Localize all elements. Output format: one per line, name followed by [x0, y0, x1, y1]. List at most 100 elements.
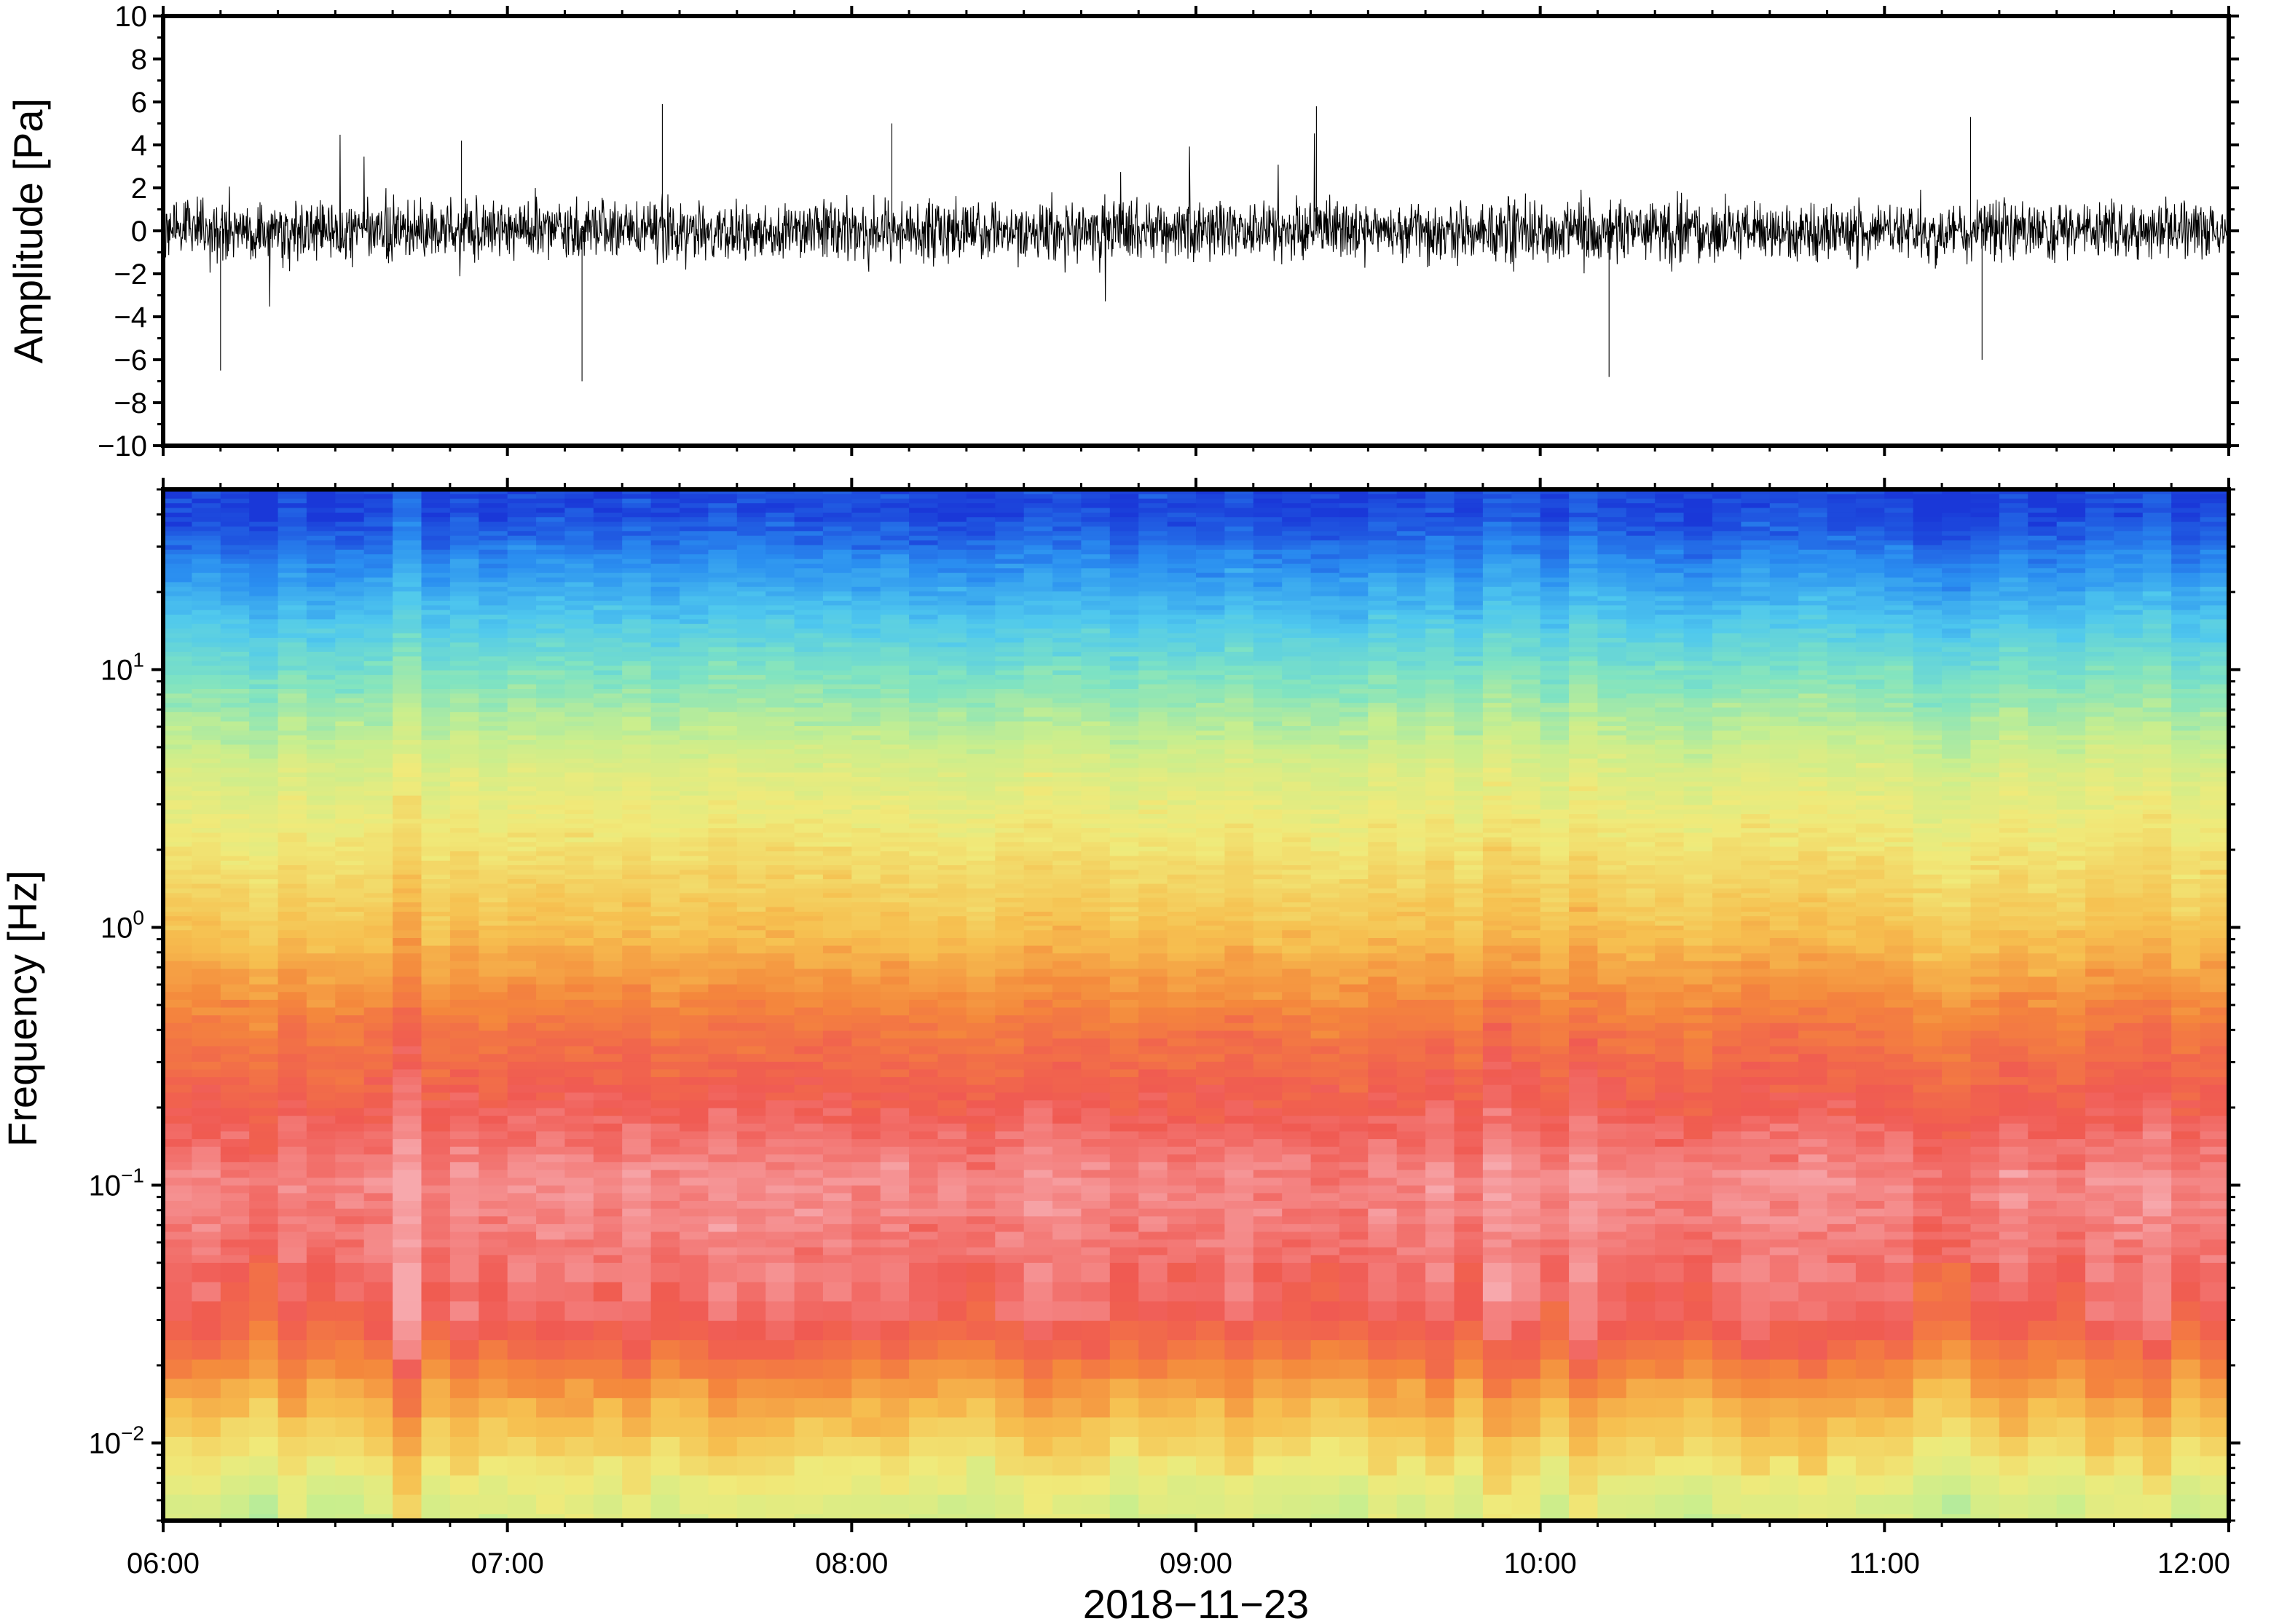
spectrogram-cell — [449, 832, 480, 838]
spectrogram-cell — [851, 953, 881, 962]
spectrogram-cell — [363, 586, 393, 592]
spectrogram-cell — [278, 600, 307, 607]
spectrogram-cell — [593, 568, 623, 574]
spectrogram-cell — [192, 926, 221, 931]
spectrogram-cell — [680, 596, 709, 602]
spectrogram-cell — [220, 527, 250, 532]
spectrogram-cell — [507, 1116, 537, 1124]
spectrogram-cell — [278, 893, 307, 899]
spectrogram-cell — [680, 628, 709, 634]
spectrogram-cell — [249, 1223, 279, 1233]
spectrogram-cell — [363, 623, 393, 629]
spectrogram-cell — [564, 1208, 594, 1218]
spectrogram-cell — [335, 1494, 365, 1515]
spectrogram-cell — [593, 800, 623, 806]
spectrogram-cell — [650, 758, 680, 764]
spectrogram-cell — [1023, 1193, 1053, 1202]
spectrogram-cell — [1052, 768, 1082, 773]
spectrogram-cell — [363, 628, 393, 634]
spectrogram-cell — [220, 1201, 250, 1210]
spectrogram-cell — [1023, 814, 1053, 820]
spectrogram-cell — [622, 1223, 652, 1233]
spectrogram-cell — [851, 545, 881, 551]
spectrogram-cell — [966, 828, 996, 834]
spectrogram-cell — [1023, 1146, 1053, 1156]
spectrogram-cell — [249, 656, 279, 662]
spectrogram-cell — [736, 628, 766, 634]
spectrogram-cell — [163, 600, 193, 607]
spectrogram-cell — [479, 754, 508, 760]
spectrogram-cell — [1023, 1201, 1053, 1210]
spectrogram-cell — [680, 564, 709, 569]
spectrogram-cell — [163, 578, 193, 583]
spectrogram-cell — [966, 749, 996, 754]
spectrogram-cell — [794, 564, 824, 569]
spectrogram-cell — [220, 1185, 250, 1194]
spectrogram-cell — [335, 945, 365, 954]
spectrogram-cell — [507, 911, 537, 918]
spectrogram-cell — [449, 564, 480, 569]
spectrogram-cell — [449, 1046, 480, 1055]
spectrogram-cell — [507, 605, 537, 611]
spectrogram-cell — [306, 730, 336, 736]
y-tick-label: 6 — [131, 87, 147, 119]
spectrogram-cell — [622, 762, 652, 769]
spectrogram-cell — [335, 961, 365, 970]
spectrogram-cell — [880, 1131, 910, 1140]
spectrogram-cell — [421, 586, 451, 592]
spectrogram-cell — [421, 1359, 451, 1380]
spectrogram-cell — [650, 633, 680, 639]
spectrogram-cell — [851, 865, 881, 871]
spectrogram-cell — [966, 754, 996, 760]
spectrogram-cell — [622, 503, 652, 509]
spectrogram-cell — [1052, 642, 1082, 648]
spectrogram-cell — [335, 1475, 365, 1496]
spectrogram-cell — [708, 879, 738, 885]
spectrogram-cell — [306, 1007, 336, 1016]
spectrogram-cell — [708, 545, 738, 551]
spectrogram-cell — [736, 661, 766, 666]
spectrogram-cell — [363, 926, 393, 931]
spectrogram-cell — [1023, 545, 1053, 551]
spectrogram-cell — [278, 837, 307, 843]
spectrogram-cell — [249, 703, 279, 709]
spectrogram-cell — [449, 1247, 480, 1256]
spectrogram-cell — [650, 647, 680, 653]
spectrogram-cell — [680, 717, 709, 722]
spectrogram-cell — [966, 1154, 996, 1163]
spectrogram-cell — [995, 670, 1025, 676]
spectrogram-cell — [1052, 1092, 1082, 1101]
spectrogram-cell — [393, 999, 422, 1009]
spectrogram-cell — [192, 1437, 221, 1457]
spectrogram-cell — [708, 888, 738, 894]
spectrogram-cell — [851, 1170, 881, 1178]
spectrogram-cell — [536, 786, 566, 792]
spectrogram-cell — [1052, 907, 1082, 912]
spectrogram-cell — [1023, 540, 1053, 546]
spectrogram-cell — [421, 897, 451, 903]
spectrogram-cell — [249, 1116, 279, 1124]
spectrogram-cell — [278, 1092, 307, 1101]
spectrogram-cell — [794, 740, 824, 746]
spectrogram-cell — [192, 856, 221, 862]
spectrogram-cell — [393, 619, 422, 625]
spectrogram-cell — [421, 921, 451, 926]
spectrogram-cell — [1023, 517, 1053, 523]
spectrogram-cell — [851, 637, 881, 644]
spectrogram-cell — [650, 535, 680, 541]
spectrogram-cell — [736, 786, 766, 792]
spectrogram-cell — [708, 984, 738, 993]
spectrogram-cell — [909, 1475, 939, 1496]
spectrogram-cell — [736, 512, 766, 519]
spectrogram-cell — [909, 828, 939, 834]
spectrogram-cell — [966, 512, 996, 519]
spectrogram-cell — [650, 921, 680, 926]
spectrogram-cell — [249, 605, 279, 611]
spectrogram-cell — [449, 494, 480, 500]
spectrogram-cell — [593, 689, 623, 695]
spectrogram-cell — [851, 1208, 881, 1218]
spectrogram-cell — [708, 637, 738, 644]
spectrogram-cell — [680, 916, 709, 922]
spectrogram-cell — [421, 1216, 451, 1225]
spectrogram-cell — [680, 768, 709, 773]
